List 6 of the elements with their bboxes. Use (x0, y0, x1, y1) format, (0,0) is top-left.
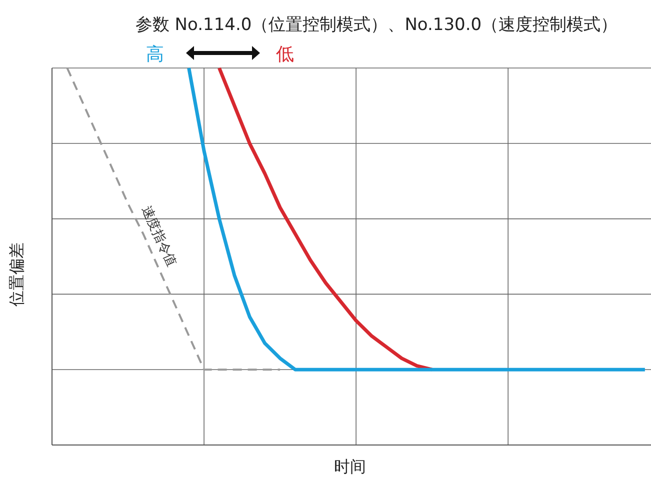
text: 速度指令值 (138, 203, 180, 270)
chart-title: 参数 No.114.0（位置控制模式）、No.130.0（速度控制模式） (135, 15, 618, 35)
x-axis-title: 时间 (334, 457, 366, 476)
y-axis-title: 位置偏差 (7, 242, 26, 306)
text: 低 (276, 44, 294, 65)
series-label: 高 (146, 44, 164, 65)
